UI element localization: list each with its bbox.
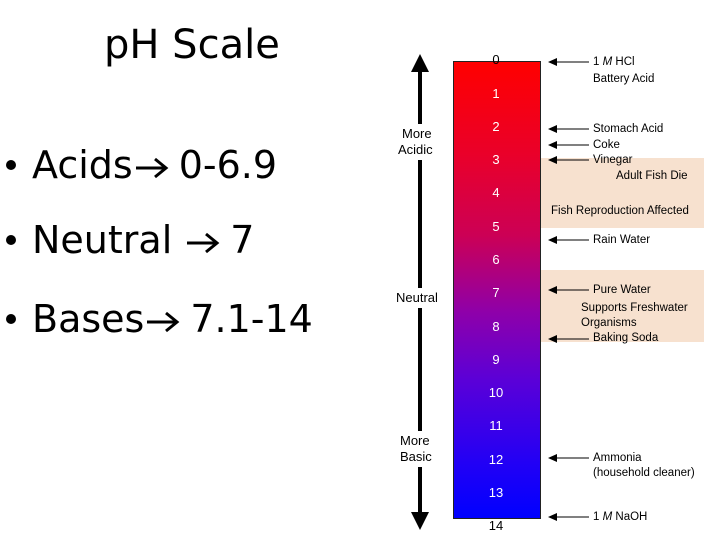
right-arrow-icon: [186, 220, 220, 264]
annotation-ammonia: Ammonia (household cleaner): [593, 451, 695, 481]
bullet-range: 0-6.9: [178, 143, 278, 187]
slide-title: pH Scale: [104, 22, 280, 68]
left-arrow-icon: [548, 454, 589, 462]
ph-number-6: 6: [492, 252, 500, 267]
ph-number-0: 0: [492, 52, 500, 67]
left-arrow-icon: [548, 236, 589, 244]
left-arrow-icon: [548, 141, 589, 149]
more-acidic-label: More Acidic: [398, 124, 433, 160]
ammonia-line2: (household cleaner): [593, 467, 695, 479]
bullet-bases: Bases 7.1-14: [6, 297, 313, 341]
annotation-stomach-acid: Stomach Acid: [593, 123, 664, 135]
ph-number-12: 12: [488, 452, 504, 467]
left-arrow-icon: [548, 286, 589, 294]
annotation-hcl: 1 M HCl: [593, 55, 635, 70]
left-arrow-icon: [548, 58, 589, 66]
supports-freshwater-line2: Organisms: [581, 317, 637, 329]
ph-number-5: 5: [492, 219, 500, 234]
bullet-range: 7: [230, 218, 255, 262]
more-basic-line2: Basic: [400, 449, 432, 464]
bullet-neutral: Neutral 7: [6, 218, 254, 262]
bullet-label: Bases: [32, 297, 145, 341]
left-arrow-icon: [548, 156, 589, 164]
ph-number-2: 2: [492, 119, 500, 134]
neutral-label: Neutral: [396, 288, 438, 308]
naoh-unit: M: [602, 511, 613, 523]
annotation-baking-soda: Baking Soda: [593, 332, 659, 344]
ph-number-4: 4: [492, 185, 500, 200]
freshwater-band: [541, 270, 704, 342]
bullet-dot: [6, 235, 16, 245]
bullet-dot: [6, 160, 16, 170]
ph-number-7: 7: [492, 285, 500, 300]
more-acidic-line2: Acidic: [398, 142, 433, 157]
hcl-molar: 1: [593, 56, 600, 68]
left-arrow-icon: [548, 513, 589, 521]
right-arrow-icon: [146, 299, 180, 343]
bullet-label: Acids: [32, 143, 133, 187]
ph-number-9: 9: [492, 352, 500, 367]
annotation-rain-water: Rain Water: [593, 234, 651, 246]
bullet-label: Neutral: [32, 218, 173, 262]
ph-gradient-bar: [453, 61, 541, 519]
annotation-vinegar: Vinegar: [593, 154, 633, 166]
left-arrow-icon: [548, 335, 589, 343]
annotation-fish-reproduction: Fish Reproduction Affected: [551, 205, 689, 217]
more-acidic-line1: More: [402, 126, 432, 141]
annotation-naoh: 1 M NaOH: [593, 510, 647, 525]
more-basic-line1: More: [400, 433, 430, 448]
annotation-coke: Coke: [593, 139, 620, 151]
ph-number-13: 13: [488, 485, 504, 500]
hcl-name: HCl: [615, 56, 635, 68]
left-arrow-icon: [548, 125, 589, 133]
annotation-adult-fish-die: Adult Fish Die: [616, 170, 688, 182]
naoh-name: NaOH: [615, 511, 648, 523]
naoh-molar: 1: [593, 511, 600, 523]
more-basic-label: More Basic: [400, 431, 432, 467]
annotation-battery-acid: Battery Acid: [593, 73, 655, 85]
bullet-dot: [6, 314, 16, 324]
bullet-range: 7.1-14: [190, 297, 313, 341]
ph-number-1: 1: [492, 86, 500, 101]
bullet-acids: Acids 0-6.9: [6, 143, 277, 187]
fish-band: [541, 158, 704, 228]
ph-number-14: 14: [488, 518, 504, 533]
ph-number-3: 3: [492, 152, 500, 167]
supports-freshwater-line1: Supports Freshwater: [581, 302, 688, 314]
ph-number-11: 11: [489, 418, 503, 433]
ammonia-line1: Ammonia: [593, 452, 642, 464]
right-arrow-icon: [135, 145, 169, 189]
hcl-unit: M: [602, 56, 613, 68]
ph-number-8: 8: [492, 319, 500, 334]
annotation-supports-freshwater: Supports Freshwater Organisms: [581, 301, 688, 331]
ph-number-10: 10: [488, 385, 504, 400]
annotation-pure-water: Pure Water: [593, 284, 651, 296]
